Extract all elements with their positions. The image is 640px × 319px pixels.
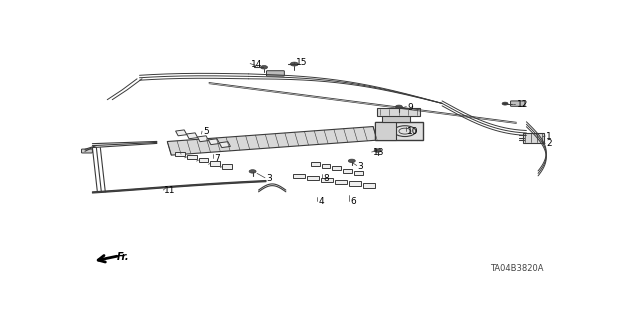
Bar <box>197 136 209 142</box>
Bar <box>186 133 198 139</box>
Bar <box>332 167 341 170</box>
Bar <box>198 158 209 162</box>
Text: Fr.: Fr. <box>117 252 130 263</box>
Text: 1: 1 <box>547 132 552 141</box>
Circle shape <box>396 105 403 108</box>
FancyBboxPatch shape <box>266 71 284 76</box>
FancyBboxPatch shape <box>377 108 420 116</box>
Bar <box>307 175 319 180</box>
Circle shape <box>502 102 508 105</box>
Bar <box>175 152 185 156</box>
Bar <box>321 164 330 168</box>
Bar <box>310 162 319 166</box>
Bar <box>220 142 230 148</box>
Text: 13: 13 <box>372 148 384 157</box>
Bar <box>175 130 187 136</box>
Bar <box>335 180 347 184</box>
Text: TA04B3820A: TA04B3820A <box>490 264 543 273</box>
Bar <box>209 139 220 145</box>
Bar <box>222 164 232 169</box>
Bar <box>293 174 305 178</box>
Circle shape <box>374 149 381 152</box>
Bar <box>355 171 364 175</box>
FancyBboxPatch shape <box>382 115 410 122</box>
Text: 4: 4 <box>318 197 324 206</box>
Text: 15: 15 <box>296 58 307 67</box>
FancyBboxPatch shape <box>374 122 423 140</box>
FancyBboxPatch shape <box>81 149 92 153</box>
FancyBboxPatch shape <box>524 133 544 143</box>
Text: 2: 2 <box>547 139 552 148</box>
Circle shape <box>249 170 256 173</box>
Bar <box>187 155 196 159</box>
Text: 10: 10 <box>408 127 419 136</box>
Bar <box>321 178 333 182</box>
Text: 9: 9 <box>408 102 413 112</box>
Bar <box>363 183 374 188</box>
Bar <box>349 182 361 186</box>
Bar <box>344 169 352 173</box>
Polygon shape <box>167 127 377 155</box>
Text: 8: 8 <box>323 174 329 183</box>
Text: 11: 11 <box>164 186 176 195</box>
FancyBboxPatch shape <box>374 122 396 140</box>
Text: 5: 5 <box>203 127 209 136</box>
Text: 14: 14 <box>251 60 262 69</box>
Text: 3: 3 <box>266 174 272 183</box>
Text: 7: 7 <box>214 154 220 163</box>
Circle shape <box>348 159 355 163</box>
Bar <box>211 161 220 166</box>
Circle shape <box>260 65 268 69</box>
Text: 3: 3 <box>358 161 364 171</box>
Text: 6: 6 <box>350 197 356 206</box>
Circle shape <box>291 62 298 66</box>
FancyBboxPatch shape <box>511 101 525 106</box>
Text: 12: 12 <box>516 100 528 109</box>
